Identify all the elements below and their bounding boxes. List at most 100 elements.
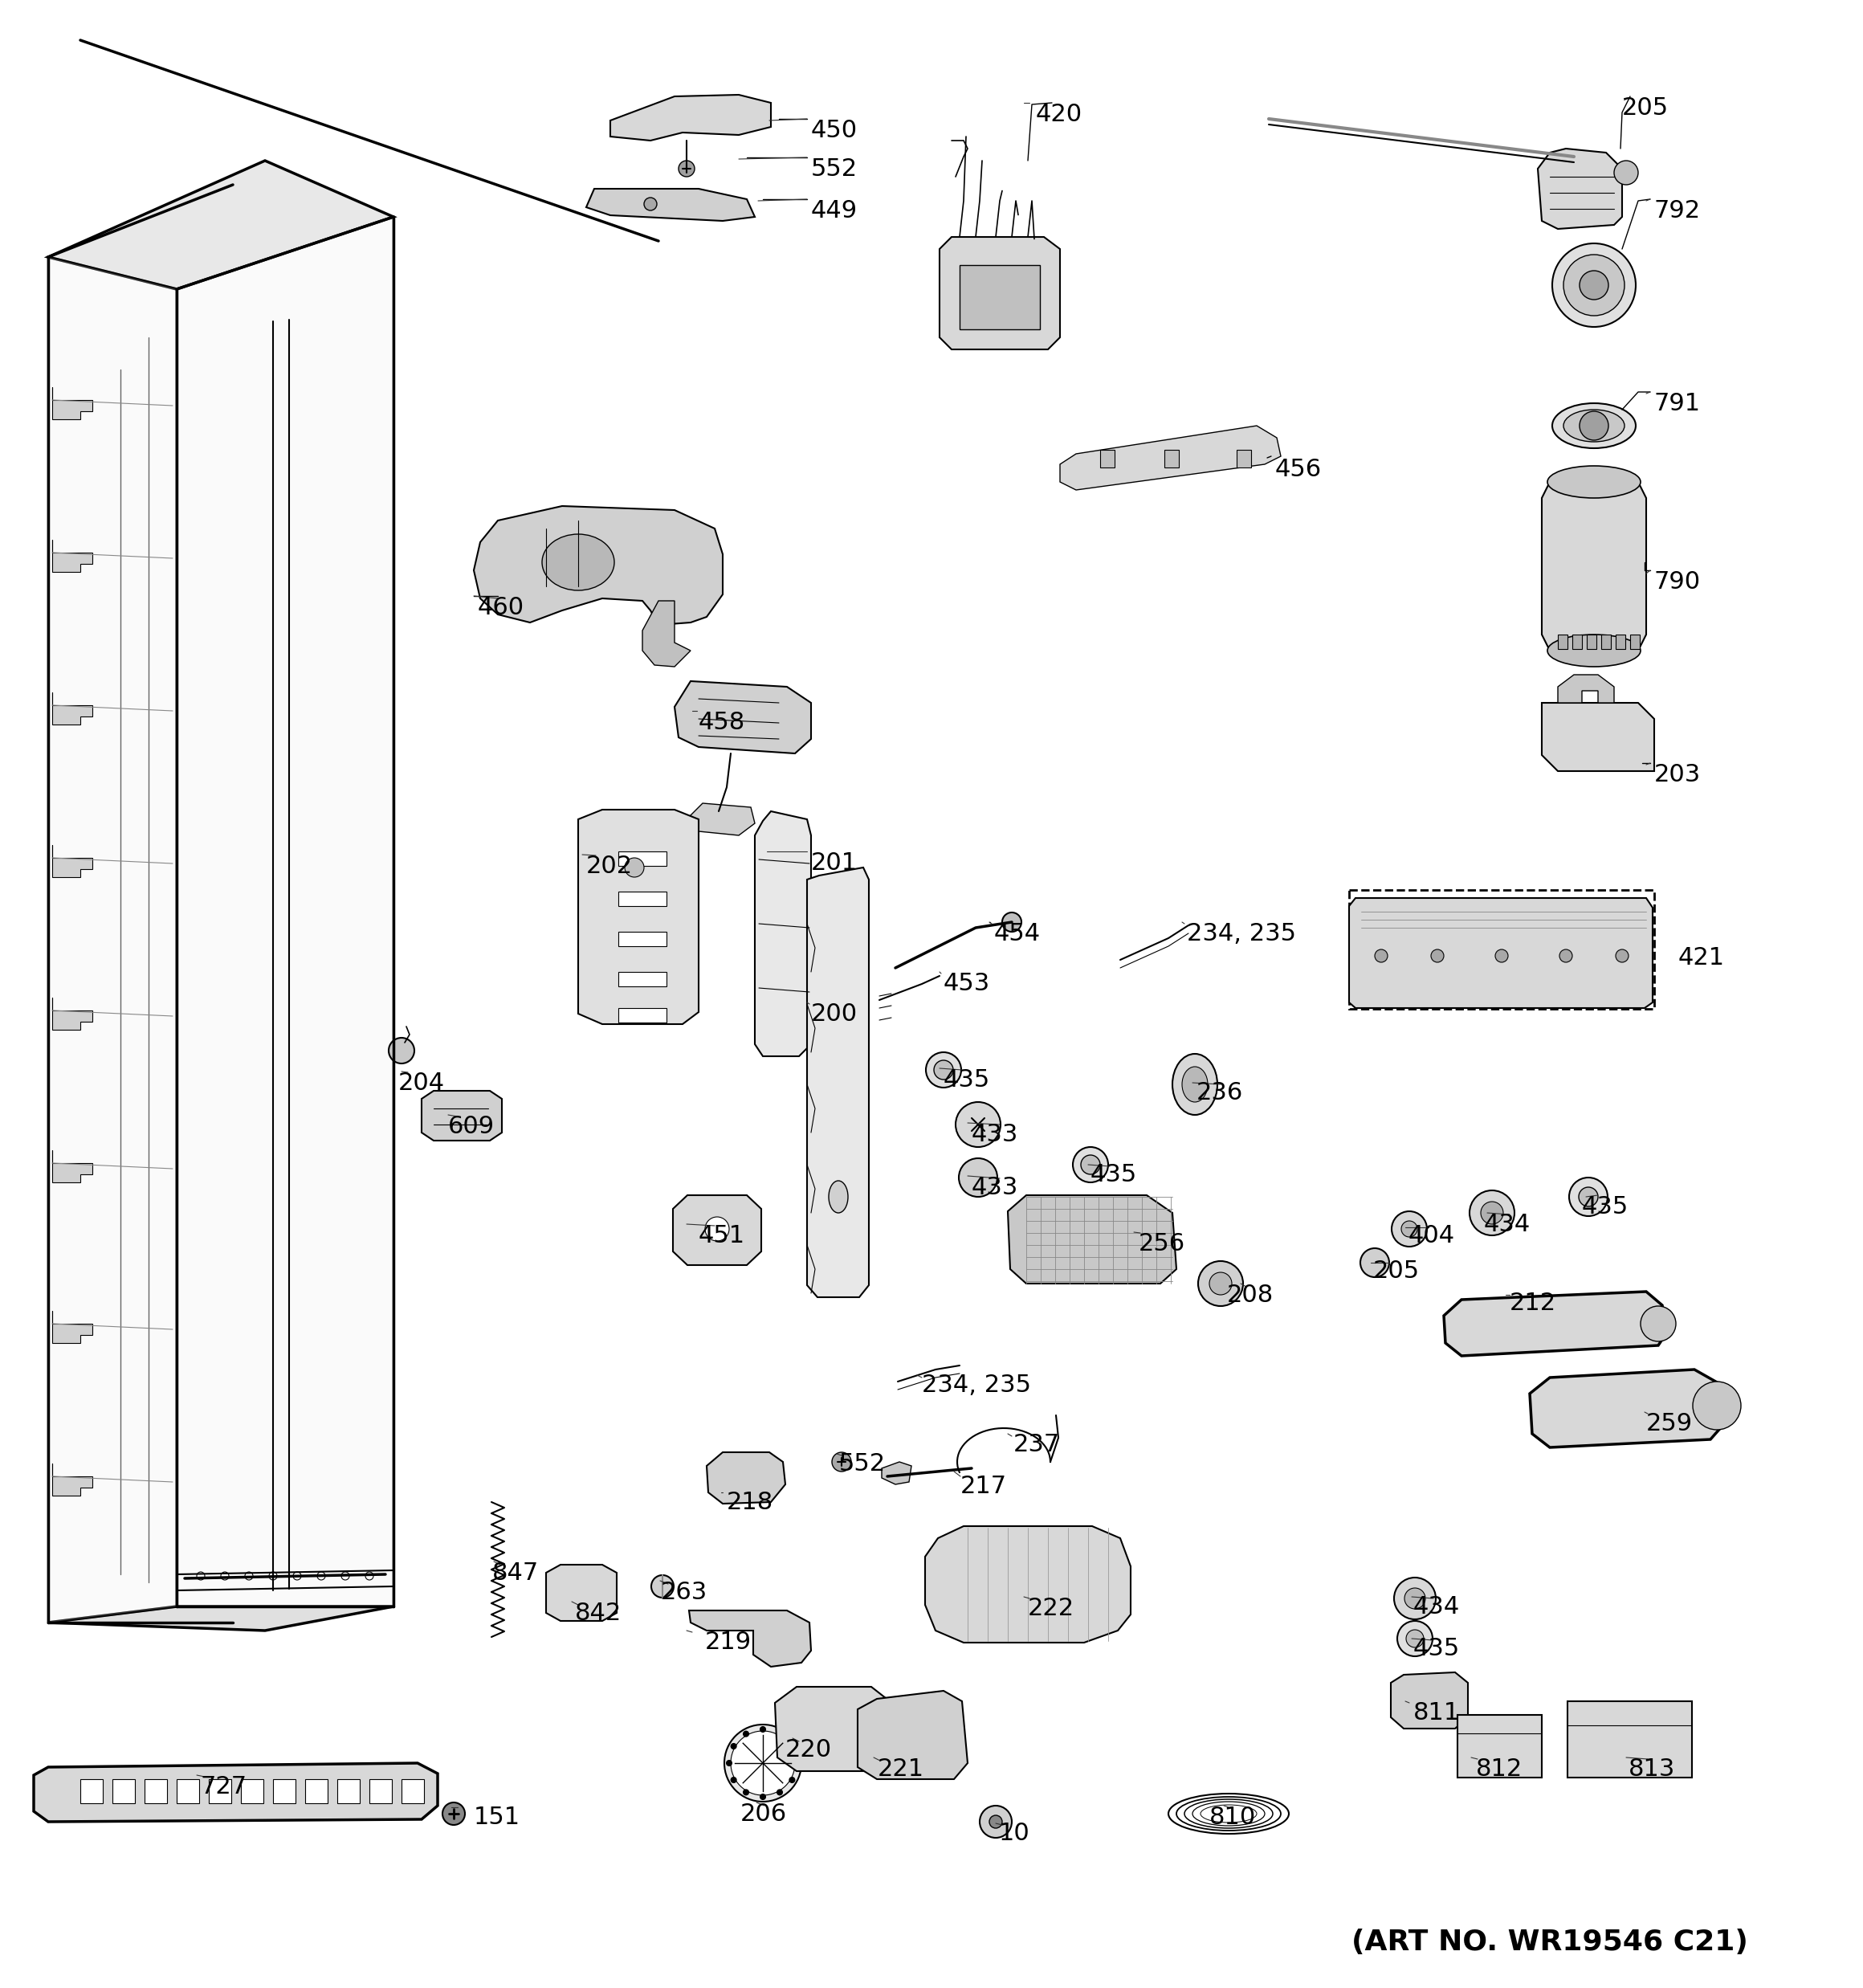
Text: 420: 420 — [1036, 103, 1082, 125]
Text: 812: 812 — [1475, 1757, 1522, 1781]
Text: 234, 235: 234, 235 — [922, 1374, 1030, 1398]
Bar — [619, 1008, 667, 1022]
Circle shape — [1496, 950, 1507, 962]
Circle shape — [645, 197, 658, 211]
Text: 552: 552 — [838, 1453, 885, 1475]
Circle shape — [1559, 950, 1572, 962]
Polygon shape — [1008, 1195, 1176, 1284]
Bar — [80, 1779, 102, 1803]
Circle shape — [732, 1777, 736, 1783]
Circle shape — [1693, 1382, 1740, 1429]
Ellipse shape — [1563, 410, 1625, 441]
Bar — [240, 1779, 263, 1803]
Text: 454: 454 — [995, 922, 1041, 946]
Circle shape — [222, 1573, 229, 1580]
Ellipse shape — [1181, 1068, 1207, 1101]
Polygon shape — [52, 998, 93, 1030]
Text: 256: 256 — [1138, 1233, 1185, 1256]
Circle shape — [1401, 1221, 1418, 1237]
Circle shape — [790, 1777, 794, 1783]
Bar — [619, 972, 667, 986]
Polygon shape — [643, 600, 691, 666]
Circle shape — [652, 1574, 674, 1598]
Polygon shape — [34, 1763, 438, 1821]
Polygon shape — [687, 803, 755, 835]
Circle shape — [1073, 1147, 1108, 1183]
Polygon shape — [52, 541, 93, 573]
Polygon shape — [52, 845, 93, 877]
Bar — [209, 1779, 231, 1803]
Text: 434: 434 — [1485, 1213, 1531, 1237]
Circle shape — [292, 1573, 302, 1580]
Circle shape — [743, 1789, 749, 1795]
Polygon shape — [939, 237, 1060, 350]
Polygon shape — [689, 1610, 810, 1666]
Text: 435: 435 — [1582, 1195, 1628, 1219]
Polygon shape — [587, 189, 755, 221]
Bar — [959, 264, 1040, 330]
Text: 790: 790 — [1654, 571, 1701, 594]
Circle shape — [1569, 1177, 1608, 1217]
Text: 151: 151 — [473, 1805, 520, 1829]
Circle shape — [956, 1101, 1000, 1147]
Text: 10: 10 — [999, 1821, 1030, 1845]
Text: 404: 404 — [1408, 1225, 1455, 1246]
Ellipse shape — [1552, 404, 1636, 447]
Polygon shape — [473, 507, 723, 624]
Circle shape — [1613, 161, 1638, 185]
Circle shape — [730, 1732, 796, 1795]
Polygon shape — [1060, 425, 1282, 489]
Polygon shape — [673, 1195, 762, 1264]
Polygon shape — [926, 1527, 1131, 1642]
Text: 263: 263 — [661, 1580, 708, 1604]
Text: 208: 208 — [1228, 1284, 1274, 1306]
Text: 433: 433 — [972, 1177, 1019, 1199]
Text: 259: 259 — [1647, 1411, 1693, 1435]
Polygon shape — [857, 1692, 967, 1779]
Text: 200: 200 — [810, 1002, 857, 1026]
Bar — [402, 1779, 425, 1803]
Text: 236: 236 — [1196, 1081, 1243, 1105]
Polygon shape — [1543, 481, 1647, 650]
Text: 205: 205 — [1623, 95, 1669, 119]
Polygon shape — [674, 682, 810, 753]
Bar — [619, 932, 667, 946]
Text: 847: 847 — [492, 1561, 538, 1584]
Circle shape — [1580, 412, 1608, 439]
Polygon shape — [421, 1091, 501, 1141]
Bar — [1630, 634, 1639, 648]
Circle shape — [1397, 1620, 1433, 1656]
Text: 811: 811 — [1414, 1702, 1461, 1724]
Circle shape — [790, 1743, 794, 1749]
Polygon shape — [48, 256, 177, 1622]
Bar — [337, 1779, 360, 1803]
Circle shape — [1431, 950, 1444, 962]
Circle shape — [794, 1761, 799, 1765]
Circle shape — [760, 1795, 766, 1799]
Text: 212: 212 — [1509, 1292, 1556, 1314]
Circle shape — [1563, 254, 1625, 316]
Circle shape — [704, 1217, 728, 1241]
Circle shape — [1407, 1630, 1423, 1648]
Polygon shape — [52, 1463, 93, 1495]
Polygon shape — [52, 1310, 93, 1344]
Polygon shape — [48, 1606, 393, 1630]
Circle shape — [777, 1732, 782, 1736]
Bar — [1164, 449, 1179, 467]
Circle shape — [1360, 1248, 1390, 1276]
Ellipse shape — [1548, 634, 1641, 666]
Circle shape — [1002, 912, 1021, 932]
Circle shape — [777, 1789, 782, 1795]
Circle shape — [1375, 950, 1388, 962]
Polygon shape — [578, 809, 699, 1024]
Polygon shape — [1530, 1370, 1723, 1447]
Circle shape — [624, 859, 645, 877]
Circle shape — [443, 1803, 466, 1825]
Text: 203: 203 — [1654, 763, 1701, 787]
Circle shape — [317, 1573, 326, 1580]
Circle shape — [1615, 950, 1628, 962]
Bar — [306, 1779, 328, 1803]
Circle shape — [1481, 1201, 1503, 1225]
Text: 609: 609 — [449, 1115, 496, 1139]
Circle shape — [926, 1052, 961, 1087]
